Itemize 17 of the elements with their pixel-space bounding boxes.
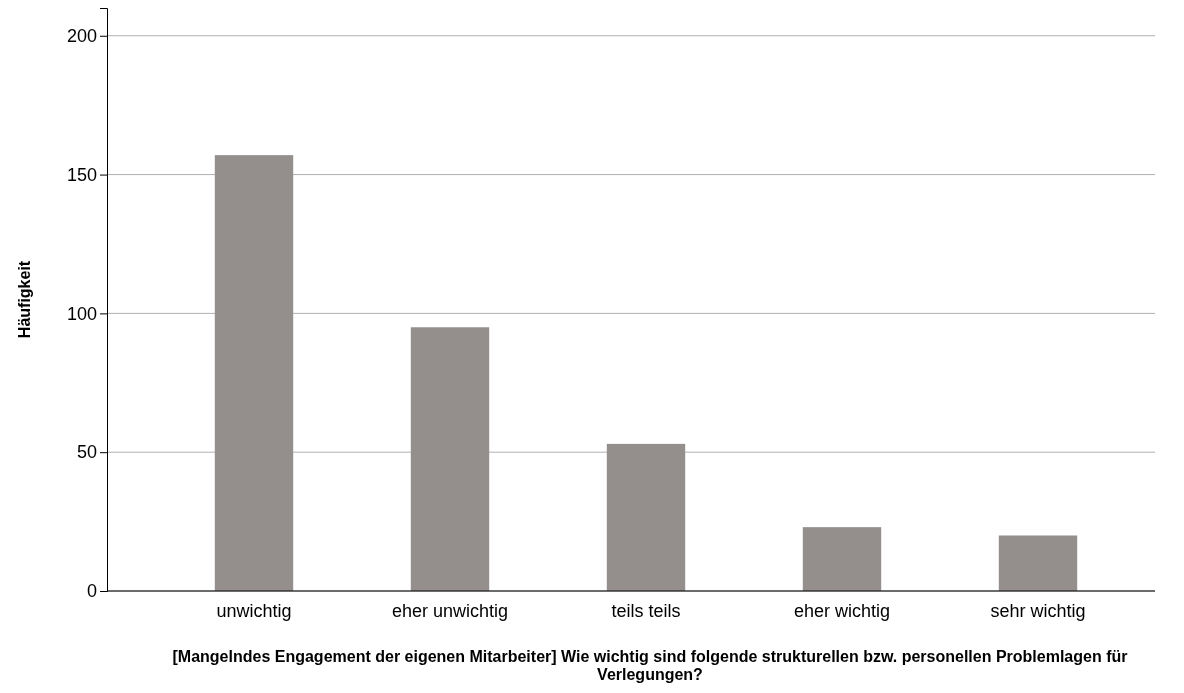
bar	[998, 535, 1078, 591]
bar	[410, 327, 490, 591]
bar	[214, 155, 294, 591]
y-tick-label: 100	[66, 303, 97, 324]
x-tick-label: sehr wichtig	[990, 600, 1086, 621]
x-tick-label: eher unwichtig	[391, 600, 509, 621]
bar	[606, 443, 686, 591]
y-tick-label: 50	[76, 442, 97, 463]
x-tick-label: eher wichtig	[793, 600, 891, 621]
x-tick-label: unwichtig	[216, 600, 292, 621]
y-tick-label: 200	[66, 26, 97, 47]
x-axis-title: [Mangelndes Engagement der eigenen Mitarbeiter] Wie wichtig sind folgende strukturellen bzw. personellen Problemlagen für Verlegungen?	[172, 648, 1128, 683]
bar	[802, 527, 882, 591]
x-tick-label: teils teils	[611, 600, 681, 621]
y-tick-label: 150	[66, 164, 97, 185]
y-tick-label: 0	[86, 581, 97, 602]
y-axis-title: Häufigkeit	[16, 260, 33, 339]
